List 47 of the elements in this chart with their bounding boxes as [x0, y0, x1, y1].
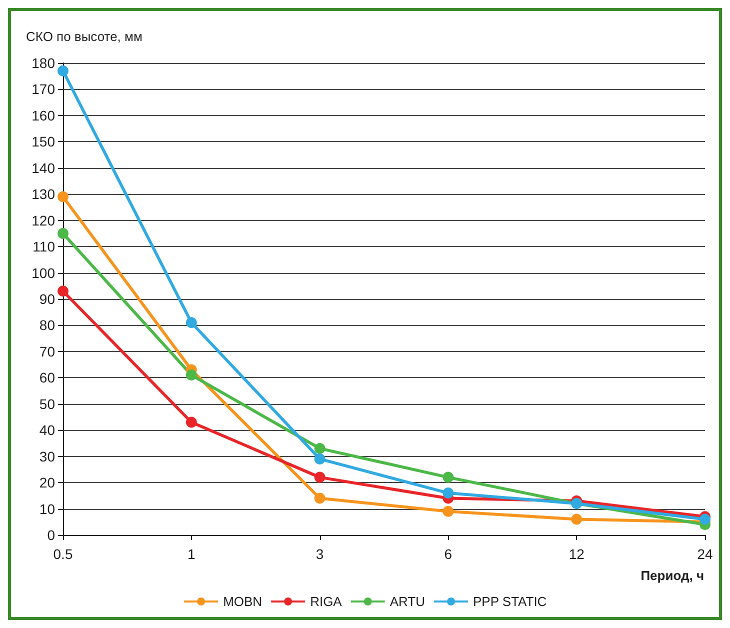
y-tick-label: 160 [32, 107, 56, 124]
x-tick-label: 24 [697, 546, 713, 562]
x-tick-label: 0.5 [53, 546, 73, 562]
x-axis-title: Период, ч [640, 568, 704, 583]
legend-label: PPP STATIC [473, 594, 547, 609]
x-tick-label: 3 [316, 546, 324, 562]
y-tick-label: 50 [39, 396, 56, 412]
y-tick-label: 150 [32, 134, 56, 150]
point [314, 472, 326, 483]
y-tick-label: 90 [39, 291, 56, 307]
point [58, 65, 68, 76]
y-tick-label: 10 [39, 500, 56, 517]
y-tick-label: 70 [39, 343, 56, 360]
point [58, 191, 68, 202]
point [186, 416, 197, 428]
legend-label: RIGA [310, 594, 342, 609]
y-tick-label: 130 [32, 186, 56, 202]
x-tick-label: 1 [188, 546, 196, 562]
legend-label: MOBN [223, 594, 262, 609]
y-tick-label: 60 [39, 370, 56, 386]
point [571, 514, 582, 525]
point [314, 453, 326, 464]
legend-label: ARTU [390, 594, 426, 609]
y-tick-label: 20 [39, 474, 56, 491]
x-tick-label: 12 [568, 546, 585, 562]
y-tick-label: 140 [32, 160, 56, 176]
y-tick-label: 100 [32, 264, 56, 281]
point [58, 228, 68, 239]
y-tick-label: 40 [39, 422, 56, 438]
y-tick-label: 0 [47, 527, 56, 543]
point [442, 488, 454, 499]
point [186, 370, 197, 381]
point [58, 286, 68, 297]
point [186, 317, 197, 328]
point [442, 506, 454, 517]
point [314, 492, 326, 504]
y-axis-title: СКО по высоте, мм [26, 29, 142, 44]
point [700, 514, 710, 525]
y-tick-label: 80 [39, 317, 56, 334]
point [442, 472, 454, 483]
y-tick-label: 30 [39, 448, 56, 464]
x-tick-label: 6 [444, 546, 452, 562]
y-tick-label: 120 [32, 212, 56, 228]
point [314, 442, 326, 454]
y-tick-label: 180 [32, 55, 56, 71]
y-tick-label: 110 [32, 238, 56, 255]
y-tick-label: 170 [32, 81, 56, 98]
